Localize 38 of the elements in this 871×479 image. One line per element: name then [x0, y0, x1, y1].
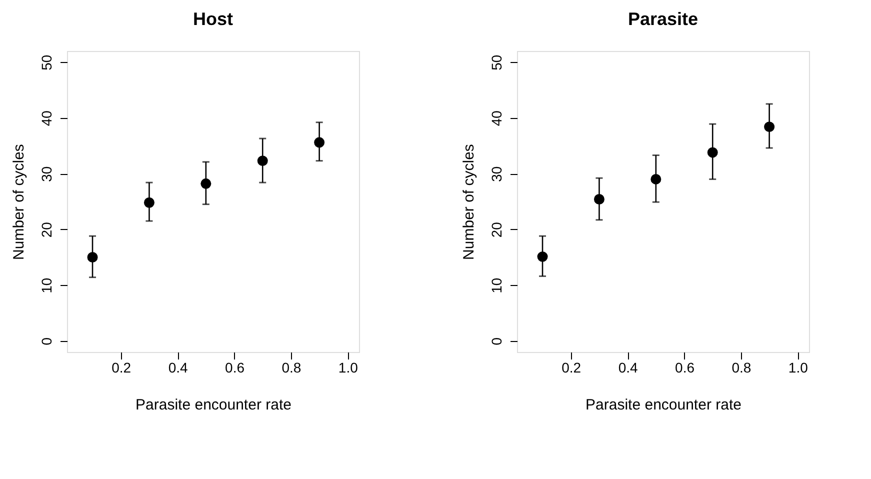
- x-tick-label: 0.8: [282, 360, 302, 376]
- point: [764, 122, 775, 132]
- x-tick-label: 0.8: [732, 360, 752, 376]
- x-tick-label: 1.0: [338, 360, 358, 376]
- chart-title: Parasite: [628, 9, 698, 29]
- x-tick-label: 0.2: [562, 360, 582, 376]
- y-axis-title: Number of cycles: [10, 144, 28, 260]
- chart-title: Host: [193, 9, 234, 29]
- point: [314, 137, 325, 148]
- y-tick-label: 30: [488, 166, 504, 182]
- y-tick-label: 50: [38, 54, 54, 70]
- x-axis-title: Parasite encounter rate: [586, 396, 742, 414]
- x-tick-label: 0.6: [675, 360, 695, 376]
- y-tick-label: 40: [38, 110, 54, 126]
- y-tick-label: 20: [38, 222, 54, 238]
- point: [144, 197, 154, 208]
- y-tick-label: 10: [38, 278, 54, 294]
- x-tick-label: 0.4: [618, 360, 638, 376]
- point: [257, 156, 268, 166]
- y-tick-label: 0: [488, 337, 504, 346]
- x-tick-label: 1.0: [788, 360, 808, 376]
- point: [87, 252, 98, 262]
- x-axis-title: Parasite encounter rate: [136, 396, 292, 414]
- point: [594, 194, 604, 205]
- y-tick-label: 10: [488, 278, 504, 294]
- y-tick-label: 50: [488, 54, 504, 70]
- y-tick-label: 0: [38, 337, 54, 346]
- point: [707, 147, 718, 158]
- y-tick-label: 20: [488, 222, 504, 238]
- x-tick-label: 0.6: [225, 360, 245, 376]
- y-tick-label: 40: [488, 110, 504, 126]
- y-axis-title: Number of cycles: [460, 144, 478, 260]
- x-tick-label: 0.4: [168, 360, 188, 376]
- point: [650, 174, 662, 184]
- x-tick-label: 0.2: [112, 360, 132, 376]
- point: [537, 251, 548, 262]
- point: [200, 178, 212, 189]
- y-tick-label: 30: [38, 166, 54, 182]
